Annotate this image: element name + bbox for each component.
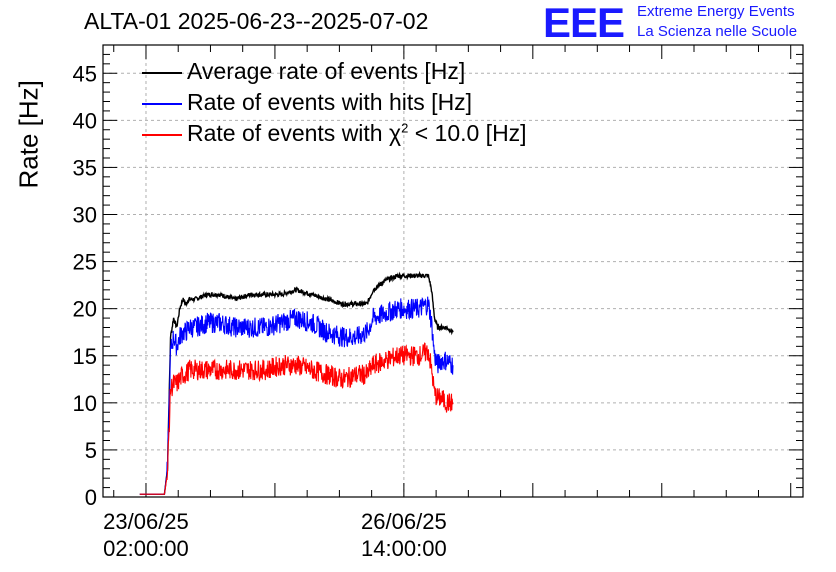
legend-label-chi2: Rate of events with χ2 < 10.0 [Hz] <box>187 120 527 147</box>
y-tick-label: 45 <box>73 61 97 86</box>
legend-swatch-hits <box>142 103 182 105</box>
eee-logo: EEE <box>543 0 625 46</box>
x-tick-time: 02:00:00 <box>103 536 189 561</box>
legend-chi-symbol: χ <box>389 120 402 146</box>
legend-chi2-suffix: < 10.0 [Hz] <box>408 120 527 146</box>
logo-line-1: Extreme Energy Events <box>637 3 795 20</box>
legend-label-average: Average rate of events [Hz] <box>187 58 466 84</box>
y-tick-label: 35 <box>73 155 97 180</box>
series-line-0 <box>139 270 454 495</box>
x-tick-label: 23/06/25 02:00:00 <box>86 508 206 562</box>
y-tick-label: 15 <box>73 344 97 369</box>
x-tick-time: 14:00:00 <box>361 536 447 561</box>
x-tick-date: 26/06/25 <box>361 509 447 534</box>
x-tick-date: 23/06/25 <box>103 509 189 534</box>
y-tick-label: 20 <box>73 297 97 322</box>
y-tick-label: 10 <box>73 391 97 416</box>
series-line-1 <box>139 296 454 495</box>
logo-line-2: La Scienza nelle Scuole <box>637 23 798 40</box>
y-tick-label: 40 <box>73 108 97 133</box>
legend-swatch-chi2 <box>142 134 182 136</box>
y-tick-label: 0 <box>85 485 97 510</box>
y-tick-label: 30 <box>73 203 97 228</box>
chart-title: ALTA-01 2025-06-23--2025-07-02 <box>84 8 429 34</box>
x-tick-label: 26/06/25 14:00:00 <box>344 508 464 562</box>
series-line-2 <box>139 342 454 495</box>
legend-label-hits: Rate of events with hits [Hz] <box>187 89 473 115</box>
y-tick-label: 5 <box>85 438 97 463</box>
y-tick-label: 25 <box>73 250 97 275</box>
legend-chi2-prefix: Rate of events with <box>187 120 389 146</box>
legend-chi-sup: 2 <box>401 120 409 136</box>
logo-text: Extreme Energy Events La Scienza nelle S… <box>637 2 797 42</box>
legend-swatch-average <box>142 72 182 74</box>
